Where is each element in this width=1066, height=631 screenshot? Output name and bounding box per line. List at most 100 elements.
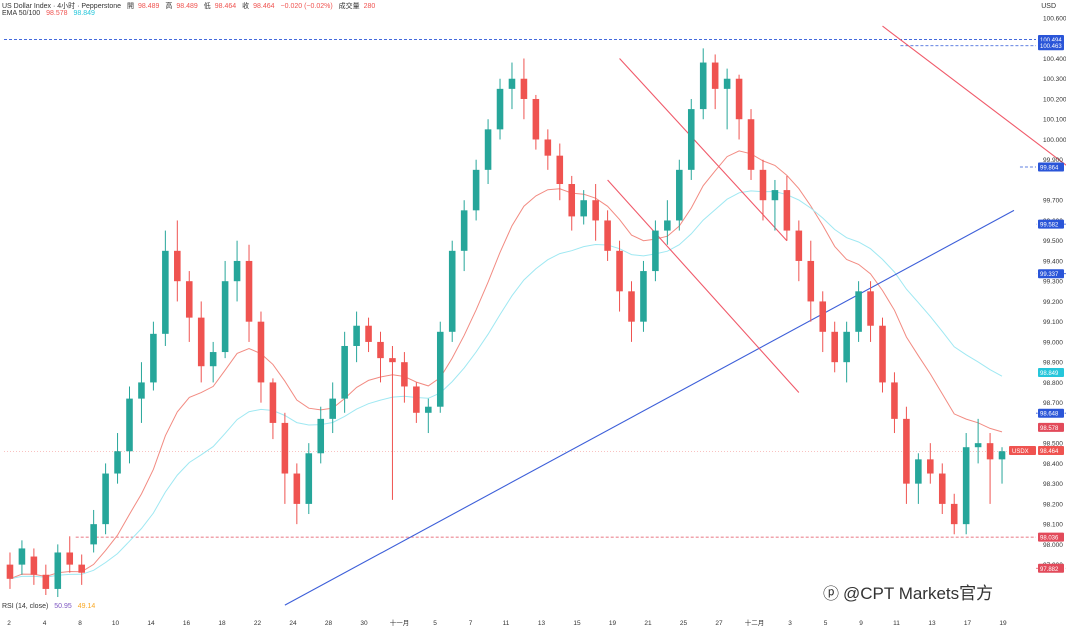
candle-body <box>102 473 109 525</box>
candle-body <box>389 358 396 363</box>
watermark-text: @CPT Markets官方 <box>843 584 994 603</box>
x-tick-label: 7 <box>469 620 473 627</box>
candle-body <box>425 406 432 413</box>
candle-body <box>353 325 360 346</box>
x-tick-label: 3 <box>788 620 792 627</box>
y-tick-label: 98.200 <box>1043 501 1063 508</box>
candle-body <box>257 321 265 383</box>
candle-body <box>891 382 898 419</box>
ema50-line <box>9 150 1003 580</box>
candle-body <box>520 78 528 99</box>
candle-body <box>448 250 456 332</box>
symbol-tag-text: USDX <box>1012 449 1029 455</box>
candle-body <box>592 200 599 221</box>
rsi-value1: 50.95 <box>54 603 72 610</box>
y-tick-label: 100.600 <box>1043 16 1066 23</box>
high-label: 高 <box>165 3 173 10</box>
x-tick-label: 18 <box>218 620 226 627</box>
ema-legend: EMA 50/100 98.578 98.849 <box>2 10 99 17</box>
price-tag <box>1038 445 1064 455</box>
trendlines <box>284 25 1066 606</box>
price-tag-text: 98.036 <box>1040 536 1059 542</box>
candle-body <box>974 443 982 448</box>
candle-body <box>436 331 444 407</box>
x-tick-label: 21 <box>644 620 652 627</box>
candle-body <box>150 333 157 383</box>
y-tick-label: 98.900 <box>1043 360 1063 367</box>
candle-body <box>687 109 695 170</box>
candle-body <box>604 220 611 251</box>
candle-body <box>281 422 289 474</box>
x-tick-label: 10 <box>112 620 120 627</box>
candle-body <box>568 184 576 217</box>
ema100-value: 98.849 <box>73 10 95 17</box>
time-axis: 2 4 8 10 14 16 18 22 24 28 30 十一月 5 7 11 13 15 19 21 25 27 十二… <box>7 618 1007 627</box>
candle-body <box>819 301 827 332</box>
y-tick-label: 98.000 <box>1043 542 1063 549</box>
ema50-value: 98.578 <box>46 10 68 17</box>
y-tick-label: 100.000 <box>1043 137 1066 144</box>
candle-body <box>413 386 420 413</box>
x-tick-label: 14 <box>147 620 155 627</box>
candle-body <box>711 62 719 89</box>
symbol-tag <box>1009 445 1036 455</box>
candle-body <box>664 220 671 231</box>
horizontal-levels <box>4 39 1066 569</box>
candle-body <box>855 291 862 332</box>
candle-body <box>233 260 241 282</box>
x-tick-label: 19 <box>999 620 1007 627</box>
price-tag-text: 97.882 <box>1040 567 1059 573</box>
price-tag <box>1038 269 1064 279</box>
y-tick-label: 98.300 <box>1043 481 1063 488</box>
x-tick-label: 13 <box>538 620 546 627</box>
candle-body <box>245 260 253 322</box>
y-tick-label: 98.700 <box>1043 400 1063 407</box>
x-tick-label: 8 <box>78 620 82 627</box>
trendline <box>607 179 800 393</box>
candle-body <box>138 382 145 399</box>
watermark: ⓟ @CPT Markets官方 <box>823 579 993 604</box>
open-value: 98.489 <box>138 3 160 10</box>
low-value: 98.464 <box>214 3 237 10</box>
candle-body <box>735 78 743 120</box>
close-label: 收 <box>242 3 250 10</box>
candles <box>6 48 1006 598</box>
candle-body <box>628 291 635 322</box>
candle-body <box>747 119 755 170</box>
candle-body <box>30 556 38 575</box>
candle-body <box>269 382 277 423</box>
candle-body <box>341 345 348 399</box>
x-tick-label: 5 <box>824 620 828 627</box>
volume-label: 成交量 <box>338 3 360 10</box>
y-tick-label: 98.800 <box>1043 380 1063 387</box>
candle-body <box>699 62 707 110</box>
ema-lines <box>9 150 1003 580</box>
candle-body <box>460 210 468 251</box>
x-tick-label: 25 <box>680 620 688 627</box>
price-tag <box>1038 41 1064 51</box>
candle-body <box>90 524 97 545</box>
ema100-line <box>9 190 1003 580</box>
rsi-label: RSI (14, close) <box>2 603 49 610</box>
candle-body <box>759 169 767 201</box>
y-tick-label: 99.300 <box>1043 279 1063 286</box>
candle-body <box>78 564 85 573</box>
y-tick-label: 99.400 <box>1043 258 1063 265</box>
y-tick-label: 100.200 <box>1043 96 1066 103</box>
candle-body <box>484 129 492 170</box>
candle-body <box>66 552 74 565</box>
y-tick-label: 98.400 <box>1043 461 1063 468</box>
candle-body <box>293 473 301 504</box>
x-tick-label: 11 <box>893 620 900 627</box>
y-tick-label: 100.100 <box>1043 117 1066 124</box>
candle-body <box>903 418 910 484</box>
price-tag-text: 99.864 <box>1040 166 1059 172</box>
price-tag <box>1038 368 1064 378</box>
trendline <box>882 25 1066 166</box>
x-tick-label: 17 <box>964 620 972 627</box>
candle-body <box>508 78 516 89</box>
y-tick-label: 100.400 <box>1043 56 1066 63</box>
candle-body <box>938 473 946 504</box>
